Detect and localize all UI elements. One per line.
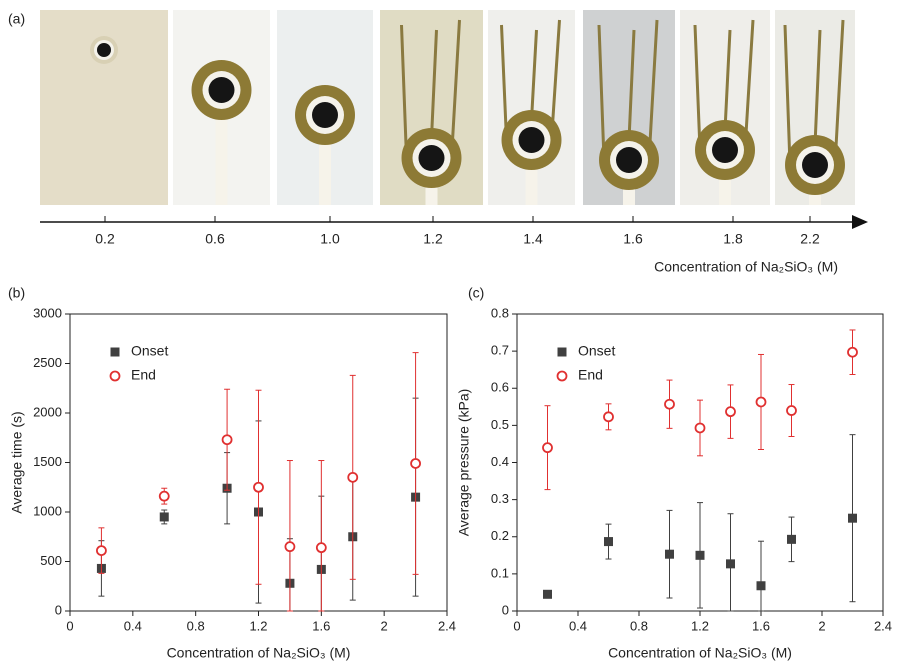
- hole: [97, 43, 111, 57]
- point: [725, 406, 736, 418]
- photo-strip: [40, 10, 855, 205]
- x-tick-label: 1.6: [752, 618, 770, 633]
- y-tick-label: 2000: [33, 404, 62, 419]
- y-axis-label: Average pressure (kPa): [456, 389, 472, 537]
- panel-label: (a): [8, 11, 25, 27]
- point: [787, 534, 796, 544]
- strands: [597, 19, 659, 161]
- legend-label: End: [131, 367, 156, 383]
- point: [410, 458, 421, 469]
- strands: [693, 19, 755, 151]
- axis-label: Concentration of Na₂SiO₃ (M): [654, 259, 838, 275]
- y-tick-label: 500: [40, 553, 62, 568]
- point: [786, 405, 797, 416]
- point: [253, 481, 264, 493]
- point: [694, 422, 706, 434]
- y-tick-label: 1500: [33, 454, 62, 469]
- y-tick-label: 0: [55, 602, 62, 617]
- x-tick-label: 0.4: [124, 618, 142, 633]
- y-tick-label: 0.3: [491, 491, 509, 506]
- legend-marker: [110, 347, 120, 357]
- error-bar: [318, 460, 325, 612]
- legend-label: End: [578, 367, 603, 383]
- x-tick-label: 2.4: [874, 618, 892, 633]
- y-tick-label: 0.1: [491, 565, 509, 580]
- y-tick-label: 0.7: [491, 343, 509, 358]
- concentration-label: 1.2: [423, 231, 443, 247]
- x-tick-label: 0.8: [630, 618, 648, 633]
- hole: [802, 152, 828, 178]
- point: [284, 541, 296, 553]
- x-tick-label: 1.2: [249, 618, 267, 633]
- panel-label: (c): [468, 285, 484, 301]
- x-tick-label: 2.4: [438, 618, 456, 633]
- point: [603, 411, 614, 423]
- point: [96, 545, 107, 557]
- concentration-label: 0.6: [205, 231, 225, 247]
- x-tick-label: 0.4: [569, 618, 587, 633]
- arrow-head: [852, 215, 868, 229]
- concentration-label: 1.6: [623, 231, 643, 247]
- y-tick-label: 1000: [33, 503, 62, 518]
- concentration-label: 2.2: [800, 231, 820, 247]
- point: [542, 442, 553, 454]
- y-axis-label: Average time (s): [9, 411, 25, 513]
- strands: [783, 19, 845, 166]
- y-tick-label: 0: [502, 602, 509, 617]
- point: [221, 434, 233, 446]
- hole: [712, 137, 738, 163]
- y-tick-label: 0.6: [491, 380, 509, 395]
- x-tick-label: 0: [66, 618, 73, 633]
- y-tick-label: 3000: [33, 305, 62, 320]
- point: [604, 537, 613, 547]
- point: [726, 559, 735, 569]
- x-axis-label: Concentration of Na₂SiO₃ (M): [167, 645, 351, 661]
- y-tick-label: 2500: [33, 355, 62, 370]
- point: [665, 549, 674, 559]
- point: [847, 346, 858, 358]
- x-tick-label: 2: [381, 618, 388, 633]
- hole: [418, 145, 445, 171]
- point: [848, 513, 857, 523]
- x-tick-label: 1.2: [691, 618, 709, 633]
- strands: [400, 19, 461, 159]
- error-bar: [758, 540, 764, 612]
- point: [755, 396, 767, 408]
- point: [543, 589, 552, 599]
- y-tick-label: 0.2: [491, 528, 509, 543]
- point: [756, 581, 766, 591]
- hole: [518, 127, 545, 153]
- x-axis-label: Concentration of Na₂SiO₃ (M): [608, 645, 792, 661]
- legend-marker: [557, 347, 567, 357]
- legend-marker: [556, 370, 568, 382]
- x-tick-label: 0.8: [187, 618, 205, 633]
- x-tick-label: 0: [513, 618, 520, 633]
- legend-marker: [109, 370, 121, 382]
- legend-label: Onset: [131, 343, 168, 359]
- legend-label: Onset: [578, 343, 615, 359]
- hole: [312, 102, 338, 128]
- y-tick-label: 0.4: [491, 454, 509, 469]
- panel-label: (b): [8, 285, 25, 301]
- point: [158, 490, 170, 502]
- y-tick-label: 0.8: [491, 305, 509, 320]
- hole: [208, 77, 235, 103]
- point: [315, 542, 327, 554]
- point: [347, 471, 359, 483]
- point: [159, 512, 169, 522]
- x-tick-label: 1.6: [312, 618, 330, 633]
- point: [695, 550, 705, 560]
- error-bar: [286, 460, 293, 612]
- concentration-label: 1.8: [723, 231, 743, 247]
- concentration-label: 0.2: [95, 231, 115, 247]
- concentration-label: 1.0: [320, 231, 340, 247]
- y-tick-label: 0.5: [491, 417, 509, 432]
- hole: [616, 147, 642, 173]
- concentration-label: 1.4: [523, 231, 543, 247]
- x-tick-label: 2: [818, 618, 825, 633]
- point: [664, 398, 675, 410]
